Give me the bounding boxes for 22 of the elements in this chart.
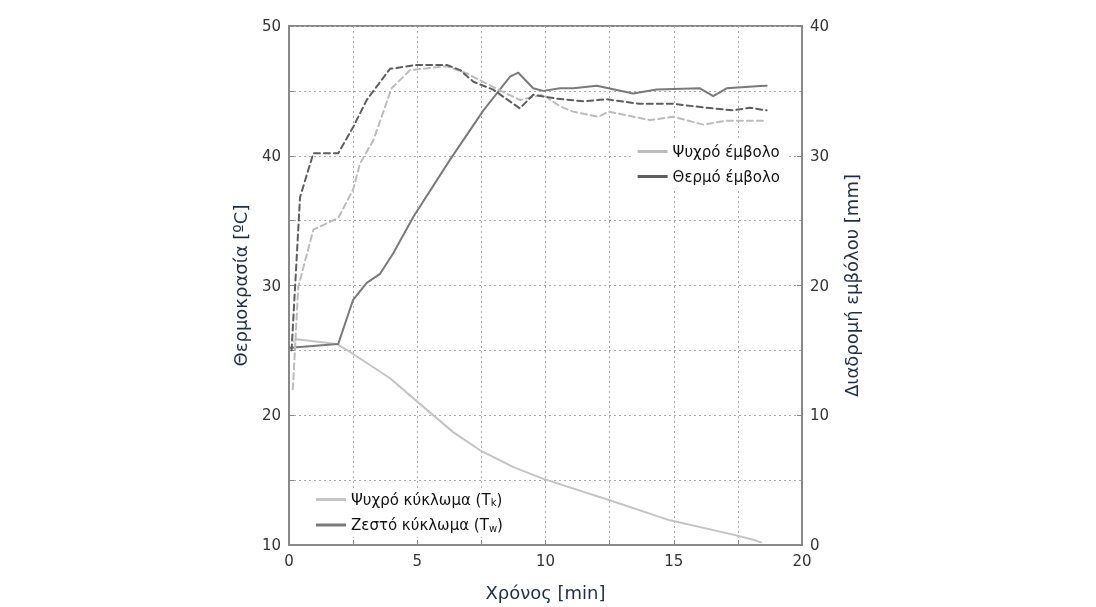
y-axis-title: Θερμοκρασία [ºC] <box>229 204 251 367</box>
x-tick-label: 0 <box>284 551 294 570</box>
x-tick-label: 5 <box>412 551 423 570</box>
y2-tick-label: 30 <box>810 146 830 165</box>
legend-label: Ζεστό κύκλωμα (Tw) <box>351 516 503 534</box>
x-tick-label: 20 <box>792 551 812 570</box>
legend-label: Θερμό έμβολο <box>672 167 781 186</box>
y-tick-label: 50 <box>261 17 281 35</box>
legend-label: Ψυχρό έμβολο <box>672 142 780 161</box>
y2-tick-label: 0 <box>810 536 820 554</box>
y2-tick-label: 20 <box>810 276 830 295</box>
y-tick-label: 40 <box>261 146 281 165</box>
x-tick-label: 10 <box>535 551 556 570</box>
y2-axis-title: Διαδρομή εμβόλου [mm] <box>840 174 862 397</box>
x-tick-label: 15 <box>664 551 684 570</box>
y-tick-label: 30 <box>261 276 281 295</box>
x-axis-title: Χρόνος [min] <box>485 581 606 603</box>
y2-tick-label: 40 <box>810 17 830 35</box>
legend-label: Ψυχρό κύκλωμα (Tk) <box>351 490 503 509</box>
y-tick-label: 20 <box>261 406 281 425</box>
y2-tick-label: 10 <box>810 406 830 425</box>
y-tick-label: 10 <box>261 536 281 554</box>
